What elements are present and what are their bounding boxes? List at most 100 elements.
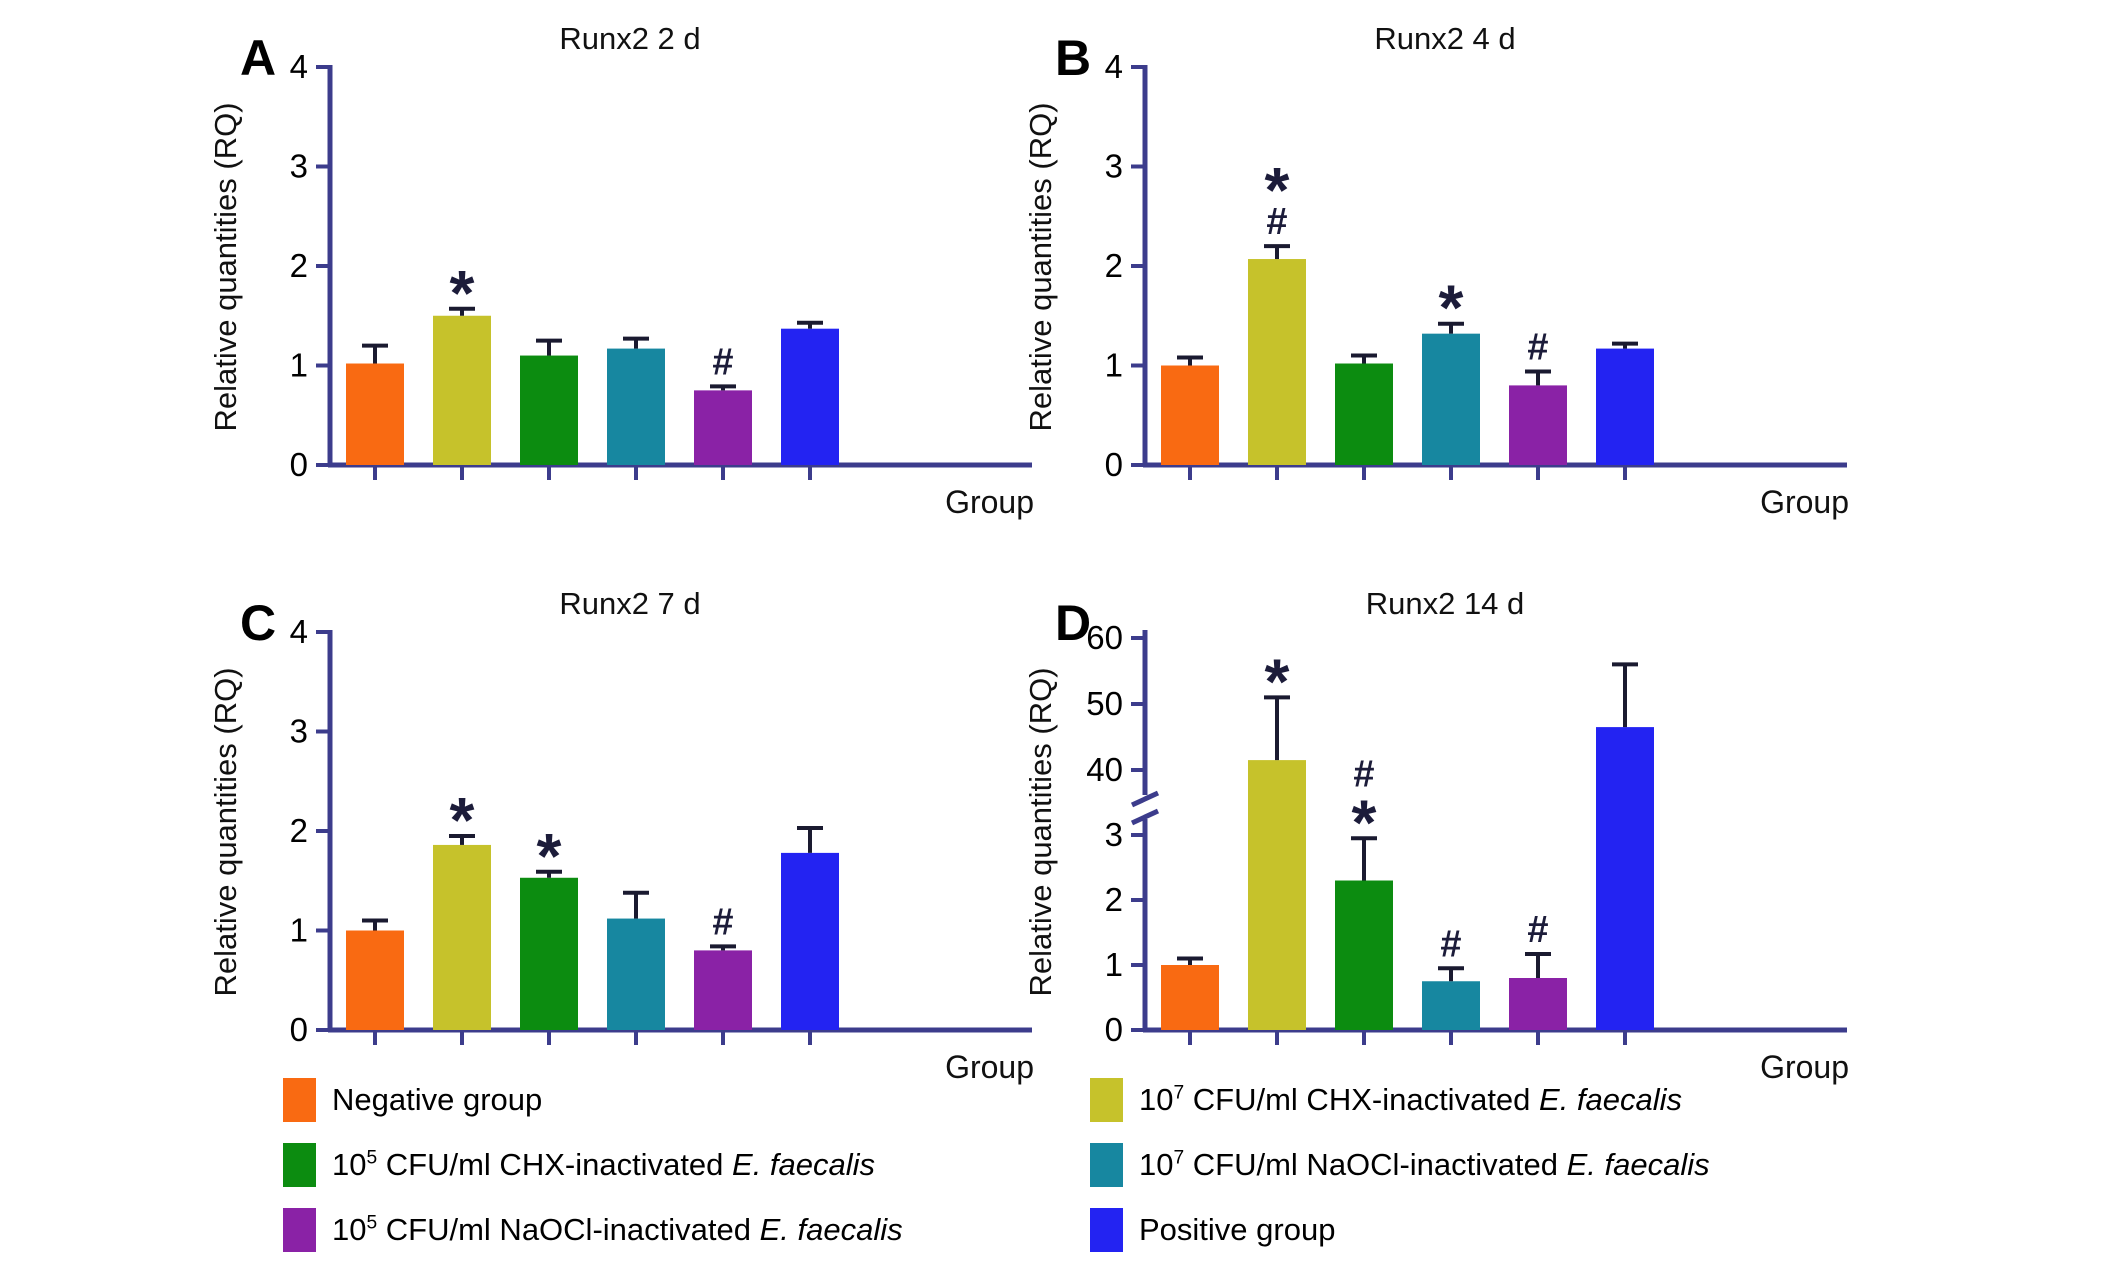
sig-hash: # — [712, 901, 733, 943]
y-tick-label: 40 — [1086, 751, 1123, 788]
legend-swatch-chx5-green — [283, 1143, 316, 1187]
axis-break-gap — [1140, 795, 1150, 819]
bar-chx7 — [1248, 259, 1306, 465]
legend-text: Positive group — [1139, 1212, 1336, 1247]
y-axis-label: Relative quantities (RQ) — [1023, 667, 1058, 996]
sig-asterisk: * — [1265, 154, 1290, 226]
bar-positive — [1596, 348, 1654, 465]
panel-letter: A — [240, 30, 276, 86]
axis-break-mark — [1130, 790, 1160, 808]
legend-swatch-naocl7-teal — [1090, 1143, 1123, 1187]
panel-d-runx2-14d: D Runx2 14 d Relative quantities (RQ) 0 1 2 3 4… — [975, 570, 1875, 1130]
bar-negative — [346, 930, 404, 1030]
legend-label-naocl5: 105 CFU/ml NaOCl-inactivated E. faecalis — [332, 1208, 903, 1252]
bar-positive — [1596, 727, 1654, 1030]
legend: Negative group 105 CFU/ml CHX-inactivate… — [0, 1078, 2126, 1252]
bar-chx5 — [520, 877, 578, 1030]
legend-column-right: 107 CFU/ml CHX-inactivated E. faecalis 1… — [1090, 1078, 1710, 1252]
y-tick-label: 4 — [290, 613, 308, 650]
bar-naocl7 — [607, 348, 665, 465]
bar-negative — [346, 363, 404, 465]
sig-asterisk: * — [537, 820, 562, 892]
y-tick-label: 3 — [290, 148, 308, 185]
legend-label-chx7: 107 CFU/ml CHX-inactivated E. faecalis — [1139, 1078, 1682, 1122]
panel-letter: B — [1055, 30, 1091, 86]
chart-runx2-7d: C Runx2 7 d Relative quantities (RQ) 0 1 2 3 4 *… — [208, 586, 1034, 1085]
legend-swatch-negative-orange — [283, 1078, 316, 1122]
legend-text: Negative group — [332, 1082, 543, 1117]
legend-label-negative: Negative group — [332, 1078, 542, 1122]
y-tick-label: 0 — [290, 1011, 308, 1048]
bar-negative — [1161, 365, 1219, 465]
sig-hash: # — [1353, 753, 1374, 795]
legend-italic-species: E. faecalis — [1539, 1082, 1683, 1117]
y-tick-label: 2 — [290, 812, 308, 849]
panel-a-runx2-2d: A Runx2 2 d Relative quantities (RQ) 0 1 2 3 4 *… — [160, 5, 1060, 565]
sig-asterisk: * — [1439, 272, 1464, 344]
bar-chx7 — [1248, 760, 1306, 1030]
y-axis-label: Relative quantities (RQ) — [208, 667, 243, 996]
bar-naocl7 — [607, 918, 665, 1030]
y-tick-label: 3 — [1105, 148, 1123, 185]
bar-naocl7 — [1422, 333, 1480, 465]
bar-naocl5 — [1509, 385, 1567, 465]
legend-text: 10 — [1139, 1147, 1174, 1182]
bar-naocl5 — [694, 950, 752, 1030]
y-tick-label: 3 — [290, 713, 308, 750]
bar-naocl5 — [1509, 978, 1567, 1030]
y-tick-label: 60 — [1086, 619, 1123, 656]
y-tick-label: 3 — [1105, 816, 1123, 853]
legend-item-positive: Positive group — [1090, 1208, 1710, 1252]
y-tick-label: 1 — [1105, 347, 1123, 384]
bar-chx7 — [433, 844, 491, 1030]
legend-item-naocl5: 105 CFU/ml NaOCl-inactivated E. faecalis — [283, 1208, 1090, 1252]
sig-hash: # — [1527, 326, 1548, 368]
y-tick-label: 1 — [290, 912, 308, 949]
panel-letter: D — [1055, 595, 1091, 651]
y-tick-label: 2 — [290, 247, 308, 284]
sig-hash: # — [712, 341, 733, 383]
panel-letter: C — [240, 595, 276, 651]
legend-item-chx7: 107 CFU/ml CHX-inactivated E. faecalis — [1090, 1078, 1710, 1122]
legend-item-negative: Negative group — [283, 1078, 1090, 1122]
legend-label-naocl7: 107 CFU/ml NaOCl-inactivated E. faecalis — [1139, 1143, 1710, 1187]
legend-superscript: 5 — [366, 1147, 378, 1169]
y-tick-label: 1 — [290, 347, 308, 384]
y-tick-label: 0 — [1105, 1011, 1123, 1048]
legend-text: CFU/ml NaOCl-inactivated — [1184, 1147, 1567, 1182]
bar-positive — [781, 328, 839, 465]
legend-italic-species: E. faecalis — [1566, 1147, 1710, 1182]
sig-hash: # — [1527, 909, 1548, 951]
y-tick-label: 0 — [1105, 446, 1123, 483]
legend-swatch-chx7-yellow — [1090, 1078, 1123, 1122]
y-tick-label: 4 — [290, 48, 308, 85]
chart-runx2-14d: D Runx2 14 d Relative quantities (RQ) 0 1 2 3 4… — [1023, 586, 1849, 1085]
y-tick-label: 50 — [1086, 685, 1123, 722]
bar-negative — [1161, 965, 1219, 1030]
x-axis-label: Group — [945, 484, 1034, 520]
chart-runx2-4d: B Runx2 4 d Relative quantities (RQ) 0 1 2 3 4 #… — [1023, 21, 1849, 520]
bar-chx7 — [433, 315, 491, 465]
chart-title: Runx2 4 d — [1374, 21, 1515, 56]
legend-text: 10 — [332, 1212, 367, 1247]
legend-superscript: 5 — [366, 1212, 378, 1234]
legend-text: 10 — [332, 1147, 367, 1182]
legend-text: 10 — [1139, 1082, 1174, 1117]
x-axis-label: Group — [1760, 1049, 1849, 1085]
legend-column-left: Negative group 105 CFU/ml CHX-inactivate… — [283, 1078, 1090, 1252]
y-tick-label: 1 — [1105, 946, 1123, 983]
y-axis-label: Relative quantities (RQ) — [208, 102, 243, 431]
sig-hash: # — [1440, 923, 1461, 965]
legend-superscript: 7 — [1173, 1147, 1185, 1169]
legend-text: CFU/ml CHX-inactivated — [1184, 1082, 1540, 1117]
legend-swatch-positive-blue — [1090, 1208, 1123, 1252]
y-axis-label: Relative quantities (RQ) — [1023, 102, 1058, 431]
sig-hash: # — [1266, 201, 1287, 243]
bar-chx5 — [520, 355, 578, 465]
chart-title: Runx2 7 d — [559, 586, 700, 621]
bar-chx5 — [1335, 880, 1393, 1030]
legend-text: CFU/ml NaOCl-inactivated — [377, 1212, 760, 1247]
x-axis-label: Group — [945, 1049, 1034, 1085]
y-tick-label: 2 — [1105, 881, 1123, 918]
